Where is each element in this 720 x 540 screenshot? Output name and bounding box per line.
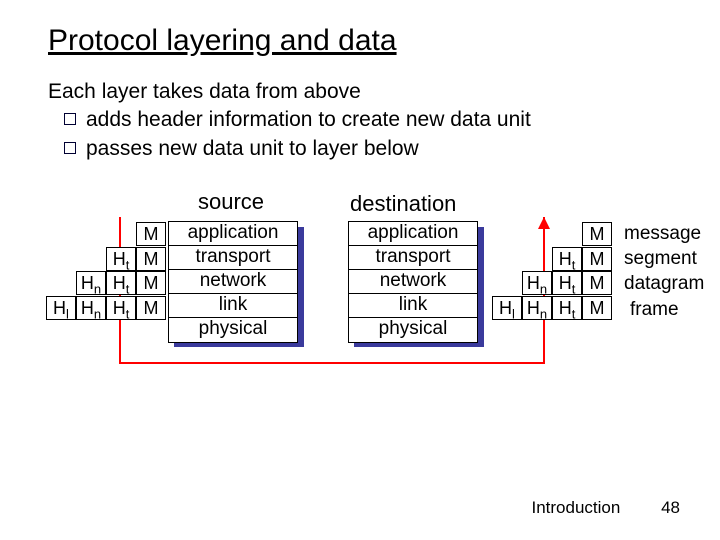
src-cell-M-row3: M <box>136 271 166 295</box>
label-message: message <box>624 223 701 245</box>
src-cell-Ht-row4: Ht <box>106 296 136 320</box>
dst-cell-M-row3: M <box>582 271 612 295</box>
src-cell-Hn-row3: Hn <box>76 271 106 295</box>
bullet-square-icon <box>64 113 76 125</box>
dst-cell-Ht-row2: Ht <box>552 247 582 271</box>
label-datagram: datagram <box>624 273 704 295</box>
dst-cell-Hn-row3: Hn <box>522 271 552 295</box>
dst-cell-M-row4: M <box>582 296 612 320</box>
dst-cell-M-row2: M <box>582 247 612 271</box>
dst-cell-Ht-row3: Ht <box>552 271 582 295</box>
label-frame: frame <box>630 299 679 321</box>
src-cell-M-row4: M <box>136 296 166 320</box>
bullet-2-text: passes new data unit to layer below <box>86 135 419 163</box>
dst-cell-Hl-row4: Hl <box>492 296 522 320</box>
dst-layer-physical: physical <box>349 318 477 342</box>
src-cell-Ht-row2: Ht <box>106 247 136 271</box>
src-layer-application: application <box>169 222 297 246</box>
source-label: source <box>198 189 264 215</box>
src-cell-Hl-row4: Hl <box>46 296 76 320</box>
dst-layer-link: link <box>349 294 477 318</box>
label-segment: segment <box>624 248 697 270</box>
bullet-1: adds header information to create new da… <box>48 106 672 134</box>
footer-page-number: 48 <box>661 498 680 518</box>
dst-cell-M-row1: M <box>582 222 612 246</box>
slide-title: Protocol layering and data <box>48 24 672 58</box>
slide-footer: Introduction 48 <box>532 498 681 518</box>
dst-layer-transport: transport <box>349 246 477 270</box>
src-cell-M-row1: M <box>136 222 166 246</box>
destination-label: destination <box>350 191 456 217</box>
src-layer-link: link <box>169 294 297 318</box>
bullet-1-text: adds header information to create new da… <box>86 106 531 134</box>
src-layer-transport: transport <box>169 246 297 270</box>
dst-cell-Hn-row4: Hn <box>522 296 552 320</box>
bullet-2: passes new data unit to layer below <box>48 135 672 163</box>
intro-block: Each layer takes data from above adds he… <box>48 78 672 163</box>
dest-stack: application transport network link physi… <box>348 221 478 343</box>
intro-line: Each layer takes data from above <box>48 78 672 106</box>
source-stack: application transport network link physi… <box>168 221 298 343</box>
footer-section: Introduction <box>532 498 621 517</box>
dst-cell-Ht-row4: Ht <box>552 296 582 320</box>
dst-layer-network: network <box>349 270 477 294</box>
src-cell-M-row2: M <box>136 247 166 271</box>
src-cell-Ht-row3: Ht <box>106 271 136 295</box>
dst-layer-application: application <box>349 222 477 246</box>
src-cell-Hn-row4: Hn <box>76 296 106 320</box>
layering-diagram: source destination application transport… <box>48 181 672 461</box>
src-layer-physical: physical <box>169 318 297 342</box>
src-layer-network: network <box>169 270 297 294</box>
bullet-square-icon <box>64 142 76 154</box>
